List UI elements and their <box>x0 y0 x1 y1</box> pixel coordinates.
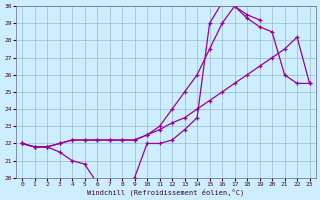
X-axis label: Windchill (Refroidissement éolien,°C): Windchill (Refroidissement éolien,°C) <box>87 188 244 196</box>
